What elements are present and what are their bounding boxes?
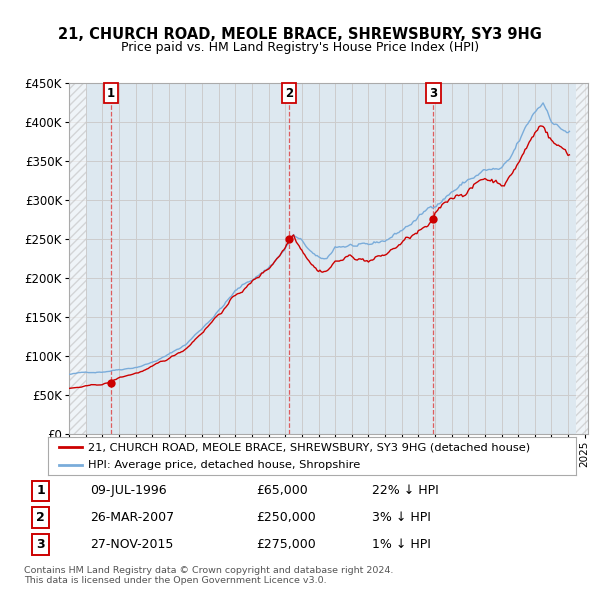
Text: 2: 2 [36, 511, 45, 524]
Text: 09-JUL-1996: 09-JUL-1996 [90, 484, 167, 497]
Bar [577, 83, 588, 434]
Text: 22% ↓ HPI: 22% ↓ HPI [372, 484, 439, 497]
Bar [69, 83, 86, 434]
Text: 3: 3 [36, 538, 45, 551]
Text: 2: 2 [285, 87, 293, 100]
Text: £65,000: £65,000 [256, 484, 308, 497]
Text: 1: 1 [107, 87, 115, 100]
Text: 3: 3 [429, 87, 437, 100]
Text: HPI: Average price, detached house, Shropshire: HPI: Average price, detached house, Shro… [88, 460, 360, 470]
Text: 3% ↓ HPI: 3% ↓ HPI [372, 511, 431, 524]
Text: 21, CHURCH ROAD, MEOLE BRACE, SHREWSBURY, SY3 9HG (detached house): 21, CHURCH ROAD, MEOLE BRACE, SHREWSBURY… [88, 442, 530, 453]
Text: Price paid vs. HM Land Registry's House Price Index (HPI): Price paid vs. HM Land Registry's House … [121, 41, 479, 54]
Text: 21, CHURCH ROAD, MEOLE BRACE, SHREWSBURY, SY3 9HG: 21, CHURCH ROAD, MEOLE BRACE, SHREWSBURY… [58, 27, 542, 42]
Text: 1: 1 [36, 484, 45, 497]
Text: £250,000: £250,000 [256, 511, 316, 524]
Text: 27-NOV-2015: 27-NOV-2015 [90, 538, 173, 551]
Text: Contains HM Land Registry data © Crown copyright and database right 2024.
This d: Contains HM Land Registry data © Crown c… [24, 566, 394, 585]
Text: 1% ↓ HPI: 1% ↓ HPI [372, 538, 431, 551]
Text: £275,000: £275,000 [256, 538, 316, 551]
Text: 26-MAR-2007: 26-MAR-2007 [90, 511, 175, 524]
